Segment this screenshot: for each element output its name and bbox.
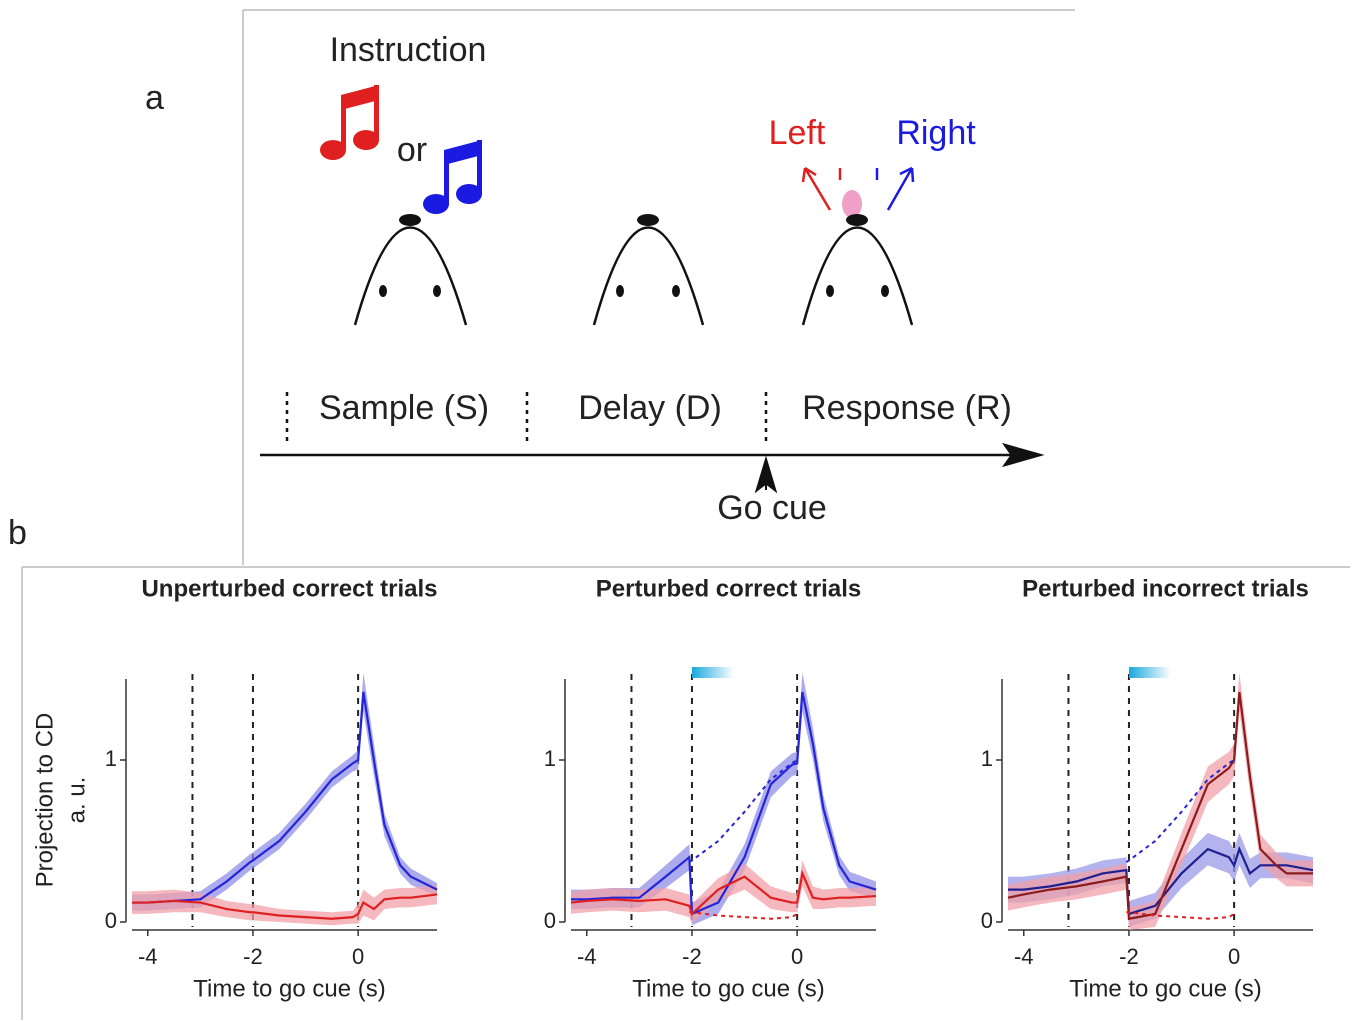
series-line: [688, 759, 798, 863]
x-tick-label: -4: [1014, 944, 1034, 969]
x-tick-label: 0: [352, 944, 364, 969]
stim-bar: [1128, 667, 1172, 678]
right-label: Right: [896, 114, 976, 152]
y-axis-label: a. u.: [63, 777, 90, 824]
chart-title: Unperturbed correct trials: [141, 575, 437, 602]
x-tick-label: 0: [1228, 944, 1240, 969]
series-line: [570, 869, 877, 916]
x-tick-label: -4: [138, 944, 158, 969]
note-blue: [423, 140, 482, 214]
lick-arrows: [801, 166, 915, 211]
or-label: or: [397, 131, 427, 169]
x-axis-label: Time to go cue (s): [632, 975, 825, 1002]
series-line: [1007, 691, 1313, 921]
series-line: [571, 691, 877, 916]
y-tick-label: 1: [544, 746, 556, 771]
epoch-label: Sample (S): [319, 389, 489, 427]
note-red: [320, 85, 379, 160]
y-tick-label: 1: [105, 746, 117, 771]
x-tick-label: -4: [577, 944, 597, 969]
mouse-features: [379, 190, 889, 297]
x-tick-label: -2: [1119, 944, 1139, 969]
series-line: [132, 691, 438, 904]
chart-title: Perturbed correct trials: [596, 575, 861, 602]
y-tick-label: 1: [981, 746, 993, 771]
error-band: [132, 884, 437, 926]
left-label: Left: [769, 114, 826, 152]
epoch-label: Delay (D): [578, 389, 722, 427]
series-line: [1126, 911, 1235, 920]
y-tick-label: 0: [105, 908, 117, 933]
instruction-label: Instruction: [330, 31, 487, 69]
panel-label: b: [8, 514, 27, 552]
y-axis-label: Projection to CD: [31, 713, 58, 888]
x-tick-label: -2: [243, 944, 263, 969]
x-tick-label: -2: [682, 944, 702, 969]
series-line: [1125, 759, 1235, 863]
y-tick-label: 0: [544, 908, 556, 933]
error-band: [132, 672, 437, 911]
mouse-heads: [353, 226, 914, 326]
timeline: [260, 392, 1045, 494]
go-cue-label: Go cue: [717, 489, 827, 527]
x-axis-label: Time to go cue (s): [1069, 975, 1262, 1002]
series-line: [1008, 845, 1314, 916]
series-line: [132, 893, 438, 920]
panel-label: a: [145, 79, 164, 117]
y-tick-label: 0: [981, 908, 993, 933]
stim-bar: [691, 667, 735, 678]
x-axis-label: Time to go cue (s): [193, 975, 386, 1002]
frame: [21, 9, 1350, 1020]
series-line: [689, 911, 798, 920]
x-tick-label: 0: [791, 944, 803, 969]
chart-title: Perturbed incorrect trials: [1022, 575, 1309, 602]
error-band: [1008, 672, 1313, 931]
epoch-label: Response (R): [802, 389, 1012, 427]
